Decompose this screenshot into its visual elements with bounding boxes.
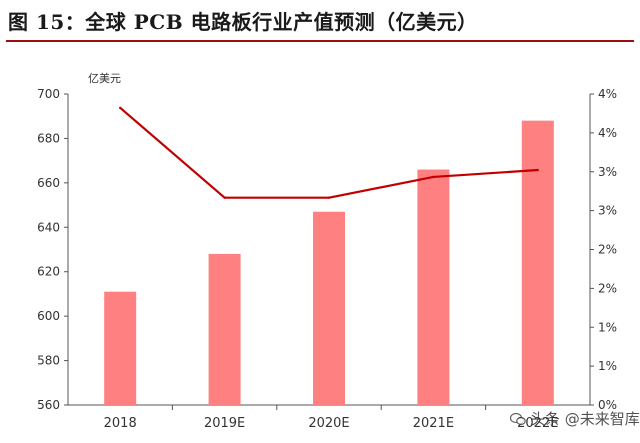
watermark-text: 头条 @未来智库 xyxy=(530,410,640,428)
watermark: 头条 @未来智库 xyxy=(508,408,640,429)
bar xyxy=(521,120,554,406)
line-point xyxy=(119,106,122,110)
y-tick-label-right: 4% xyxy=(598,126,617,140)
y-tick-label-right: 4% xyxy=(598,87,617,101)
title-divider xyxy=(6,40,634,42)
x-tick-label: 2021E xyxy=(413,416,454,431)
bar xyxy=(104,291,137,405)
bar xyxy=(313,211,345,405)
bar xyxy=(208,253,241,405)
y-tick-label-right: 3% xyxy=(598,204,617,218)
line-point xyxy=(432,175,435,179)
y-tick-label-left: 560 xyxy=(37,398,60,412)
x-tick-label: 2019E xyxy=(204,416,245,431)
line-point xyxy=(327,196,331,199)
x-tick-label: 2020E xyxy=(308,416,349,431)
left-axis-unit: 亿美元 xyxy=(88,72,121,85)
y-tick-label-right: 3% xyxy=(598,165,617,179)
y-tick-label-left: 700 xyxy=(37,87,60,101)
y-tick-label-right: 2% xyxy=(598,281,617,295)
y-tick-label-right: 1% xyxy=(598,320,617,334)
y-tick-label-right: 2% xyxy=(598,243,617,257)
x-tick-label: 2022E xyxy=(517,416,558,431)
y-tick-label-right: 1% xyxy=(598,359,617,373)
y-tick-label-left: 680 xyxy=(37,131,60,145)
y-tick-label-left: 620 xyxy=(37,265,60,279)
y-tick-label-right: 0% xyxy=(598,398,617,412)
growth-line xyxy=(119,106,538,199)
y-tick-label-left: 580 xyxy=(37,354,60,368)
y-tick-label-left: 640 xyxy=(37,220,60,234)
figure-header: 图 15：全球 PCB 电路板行业产值预测（亿美元） xyxy=(0,0,640,46)
x-tick-label: 2018 xyxy=(104,416,137,431)
y-tick-label-left: 660 xyxy=(37,176,60,190)
line-point xyxy=(536,168,539,172)
y-tick-label-left: 600 xyxy=(37,309,60,323)
bar xyxy=(417,169,450,405)
wechat-icon xyxy=(510,412,526,426)
figure-title: 图 15：全球 PCB 电路板行业产值预测（亿美元） xyxy=(8,10,478,34)
line-point xyxy=(223,196,226,199)
